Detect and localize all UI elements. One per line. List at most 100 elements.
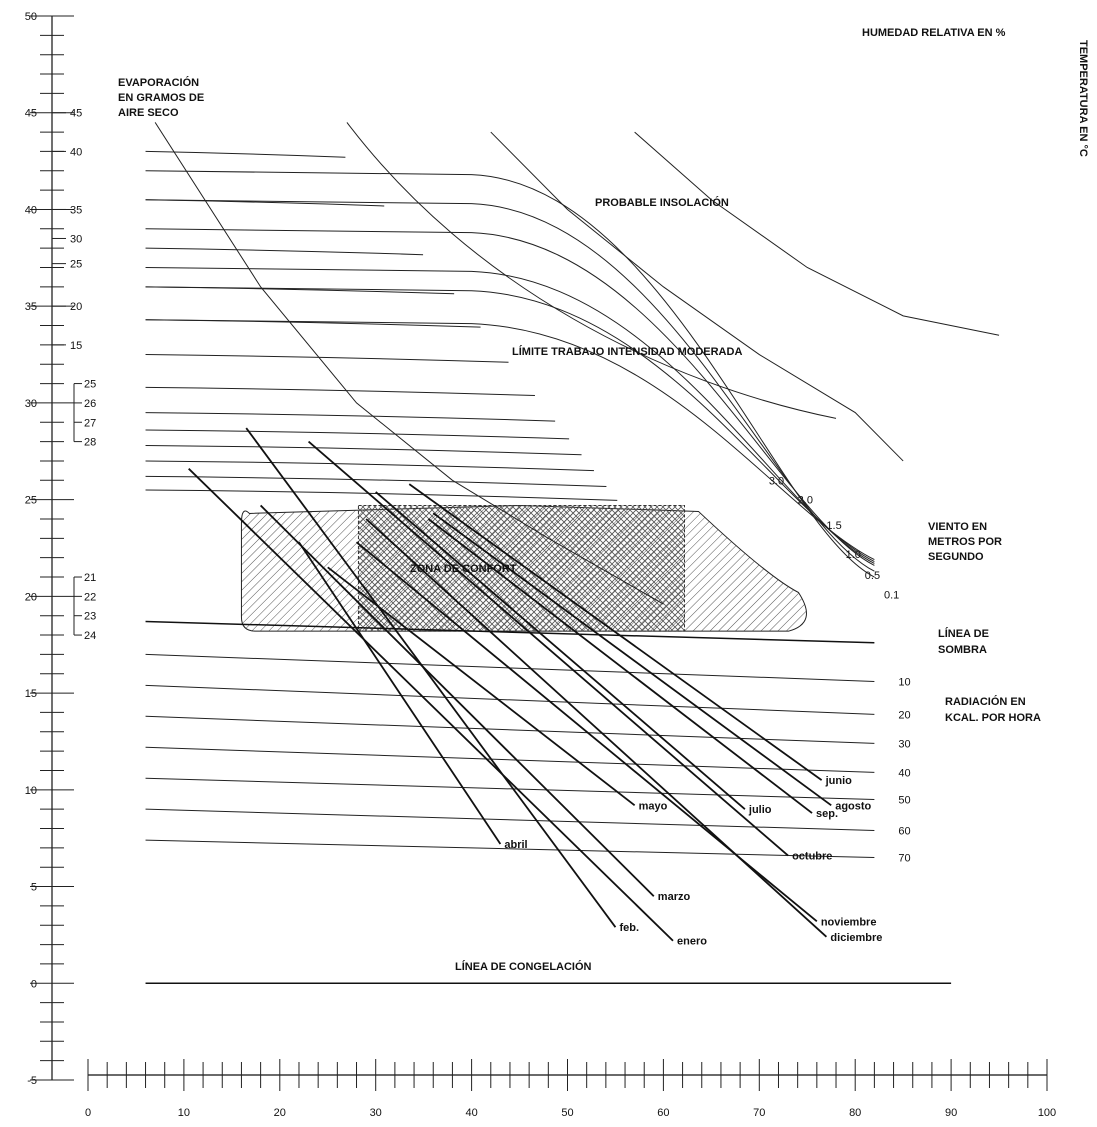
radiation-line bbox=[145, 684, 875, 715]
insolation-curve bbox=[490, 131, 904, 462]
month-label: diciembre bbox=[830, 932, 882, 944]
radiation-level-label: 50 bbox=[898, 794, 910, 806]
y-tick-label: 25 bbox=[25, 495, 37, 507]
evaporation-curve bbox=[145, 247, 424, 256]
work-limit-label: LÍMITE TRABAJO INTENSIDAD MODERADA bbox=[512, 345, 742, 358]
evaporation-title-3: AIRE SECO bbox=[118, 107, 179, 119]
wind-title-3: SEGUNDO bbox=[928, 551, 984, 563]
radiation-line bbox=[145, 808, 875, 831]
wind-title-2: METROS POR bbox=[928, 536, 1002, 548]
evaporation-curve bbox=[145, 489, 618, 501]
radiation-level-label: 70 bbox=[898, 853, 910, 865]
y-tick-label: 40 bbox=[25, 204, 37, 216]
x-tick-label: 0 bbox=[85, 1107, 91, 1119]
x-tick-label: 70 bbox=[753, 1107, 765, 1119]
shade-title-2: SOMBRA bbox=[938, 644, 987, 656]
comfort-zone-inner bbox=[357, 504, 685, 632]
humidity-axis: 0 10 20 30 40 50 60 70 80 90 100 bbox=[85, 1059, 1056, 1119]
evaporation-curve bbox=[145, 475, 607, 487]
month-line bbox=[365, 518, 828, 938]
month-line bbox=[188, 468, 674, 942]
radiation-line bbox=[145, 839, 875, 859]
month-label: agosto bbox=[835, 800, 871, 812]
evaporation-curve bbox=[145, 412, 556, 422]
x-tick-label: 50 bbox=[561, 1107, 573, 1119]
radiation-level-label: 10 bbox=[898, 676, 910, 688]
evap-label: 25 bbox=[84, 379, 96, 391]
month-line bbox=[375, 491, 746, 810]
x-tick-label: 100 bbox=[1038, 1107, 1056, 1119]
evaporation-curve bbox=[145, 386, 535, 397]
evaporation-curve bbox=[145, 444, 582, 456]
evaporation-curve bbox=[145, 354, 509, 363]
wind-speed-label: 1.5 bbox=[826, 520, 841, 532]
humidity-title: HUMEDAD RELATIVA EN % bbox=[862, 27, 1006, 39]
radiation-level-label: 20 bbox=[898, 709, 910, 721]
wind-speed-label: 0.5 bbox=[865, 570, 880, 582]
evap-label: 28 bbox=[84, 437, 96, 449]
x-tick-label: 80 bbox=[849, 1107, 861, 1119]
radiation-lines: 10 20 30 40 50 60 70 bbox=[145, 620, 952, 985]
radiation-title-1: RADIACIÓN EN bbox=[945, 695, 1026, 708]
insolation-curves bbox=[154, 122, 1000, 605]
comfort-label: ZONA DE CONFORT bbox=[410, 563, 517, 575]
y-tick-label: 45 bbox=[25, 108, 37, 120]
evaporation-curve bbox=[145, 429, 570, 440]
evap-label: 26 bbox=[84, 398, 96, 410]
month-line bbox=[408, 483, 823, 781]
wind-speed-label: 0.1 bbox=[884, 589, 899, 601]
month-label: noviembre bbox=[821, 916, 877, 928]
month-label: feb. bbox=[619, 922, 639, 934]
month-lines: enero feb. marzo abril mayo junio julio sep.ago… bbox=[188, 427, 882, 948]
shade-title-1: LÍNEA DE bbox=[938, 627, 989, 640]
month-line bbox=[245, 427, 617, 928]
radiation-line bbox=[145, 746, 875, 773]
evap-label: 23 bbox=[84, 611, 96, 623]
month-label: mayo bbox=[639, 800, 668, 812]
evap-label: 21 bbox=[84, 572, 96, 584]
y-tick-label: 15 bbox=[25, 688, 37, 700]
radiation-level-label: 30 bbox=[898, 738, 910, 750]
month-line bbox=[298, 541, 502, 845]
evap-label: 25 bbox=[70, 259, 82, 271]
evap-label: 40 bbox=[70, 146, 82, 158]
temperature-title: TEMPERATURA EN °C bbox=[1077, 40, 1089, 157]
x-tick-label: 30 bbox=[370, 1107, 382, 1119]
insolation-curve bbox=[634, 131, 1000, 336]
y-tick-label: 20 bbox=[25, 591, 37, 603]
comfort-zone bbox=[240, 504, 807, 632]
evaporation-curve bbox=[145, 150, 346, 158]
month-label: sep. bbox=[816, 808, 838, 820]
month-label: abril bbox=[504, 839, 527, 851]
month-line bbox=[259, 504, 655, 897]
wind-curve bbox=[145, 199, 875, 572]
y-tick-label: 10 bbox=[25, 785, 37, 797]
evaporation-scale: 45 40 35 30 25 20 15 25 26 27 28 21 22 23 24 bbox=[52, 108, 96, 642]
freezing-label: LÍNEA DE CONGELACIÓN bbox=[455, 960, 592, 973]
evap-label: 27 bbox=[84, 417, 96, 429]
work-limit-curve bbox=[154, 122, 664, 605]
x-tick-label: 90 bbox=[945, 1107, 957, 1119]
evap-label: 35 bbox=[70, 204, 82, 216]
evaporation-title-2: EN GRAMOS DE bbox=[118, 92, 204, 104]
shade-line bbox=[145, 620, 875, 644]
month-line bbox=[427, 518, 813, 814]
work-limit-line bbox=[346, 122, 837, 419]
evap-label: 24 bbox=[84, 630, 96, 642]
y-tick-label: 30 bbox=[25, 398, 37, 410]
wind-curves: 3.02.01.51.00.50.1 bbox=[145, 150, 899, 601]
y-tick-label: 50 bbox=[25, 11, 37, 23]
evap-label: 15 bbox=[70, 340, 82, 352]
radiation-line bbox=[145, 777, 875, 800]
y-tick-label: 5 bbox=[31, 882, 37, 894]
evap-label: 20 bbox=[70, 301, 82, 313]
insolation-label: PROBABLE INSOLACIÓN bbox=[595, 196, 729, 209]
evaporation-title-1: EVAPORACIÓN bbox=[118, 76, 199, 89]
radiation-level-label: 40 bbox=[898, 767, 910, 779]
wind-speed-label: 3.0 bbox=[769, 475, 784, 487]
evap-label: 30 bbox=[70, 233, 82, 245]
month-line bbox=[327, 566, 636, 807]
month-label: enero bbox=[677, 936, 707, 948]
y-tick-label: 35 bbox=[25, 301, 37, 313]
